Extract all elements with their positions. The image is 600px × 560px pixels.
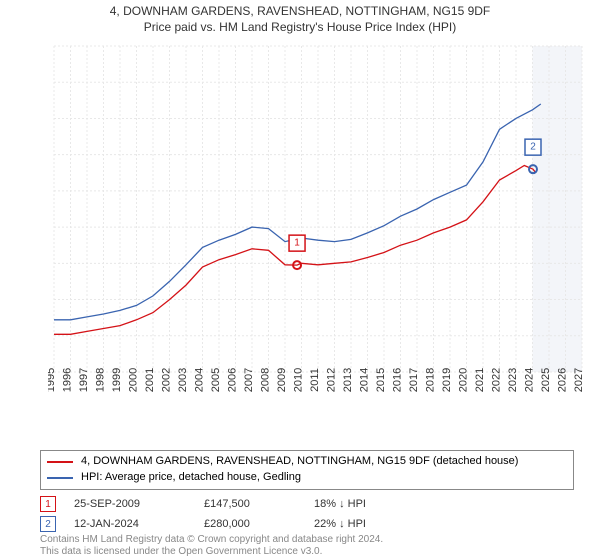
legend-label-subject: 4, DOWNHAM GARDENS, RAVENSHEAD, NOTTINGH… xyxy=(81,454,518,470)
sale-markers: 1 25-SEP-2009 £147,500 18% ↓ HPI 2 12-JA… xyxy=(40,492,560,532)
svg-text:1998: 1998 xyxy=(95,368,107,392)
svg-text:2: 2 xyxy=(530,142,536,153)
license-line-1: Contains HM Land Registry data © Crown c… xyxy=(40,534,383,546)
legend-row: 4, DOWNHAM GARDENS, RAVENSHEAD, NOTTINGH… xyxy=(47,454,567,470)
svg-text:2014: 2014 xyxy=(359,368,371,392)
svg-text:1: 1 xyxy=(294,238,300,249)
svg-text:2010: 2010 xyxy=(293,368,305,392)
sale-marker-price: £280,000 xyxy=(204,518,314,530)
svg-text:2016: 2016 xyxy=(392,368,404,392)
svg-text:2011: 2011 xyxy=(309,368,321,392)
svg-text:2020: 2020 xyxy=(458,368,470,392)
svg-text:2003: 2003 xyxy=(177,368,189,392)
svg-text:2025: 2025 xyxy=(540,368,552,392)
sale-marker-row: 2 12-JAN-2024 £280,000 22% ↓ HPI xyxy=(40,516,560,532)
sale-marker-diff: 18% ↓ HPI xyxy=(314,498,434,510)
svg-text:2027: 2027 xyxy=(573,368,585,392)
chart-title: 4, DOWNHAM GARDENS, RAVENSHEAD, NOTTINGH… xyxy=(0,4,600,20)
svg-text:2019: 2019 xyxy=(441,368,453,392)
svg-text:2004: 2004 xyxy=(194,368,206,392)
svg-text:2023: 2023 xyxy=(507,368,519,392)
svg-text:2018: 2018 xyxy=(425,368,437,392)
legend-label-hpi: HPI: Average price, detached house, Gedl… xyxy=(81,470,301,486)
legend: 4, DOWNHAM GARDENS, RAVENSHEAD, NOTTINGH… xyxy=(40,450,574,490)
svg-text:2017: 2017 xyxy=(408,368,420,392)
svg-text:2021: 2021 xyxy=(474,368,486,392)
svg-text:2015: 2015 xyxy=(375,368,387,392)
svg-text:2000: 2000 xyxy=(128,368,140,392)
sale-marker-price: £147,500 xyxy=(204,498,314,510)
svg-text:1997: 1997 xyxy=(78,368,90,392)
sale-marker-date: 12-JAN-2024 xyxy=(74,518,204,530)
svg-text:2022: 2022 xyxy=(491,368,503,392)
svg-text:2009: 2009 xyxy=(276,368,288,392)
sale-marker-row: 1 25-SEP-2009 £147,500 18% ↓ HPI xyxy=(40,496,560,512)
price-chart: £0£50K£100K£150K£200K£250K£300K£350K£400… xyxy=(48,42,588,416)
license-line-2: This data is licensed under the Open Gov… xyxy=(40,546,383,558)
license-text: Contains HM Land Registry data © Crown c… xyxy=(40,534,383,558)
svg-text:1999: 1999 xyxy=(111,368,123,392)
svg-text:2012: 2012 xyxy=(326,368,338,392)
svg-text:2024: 2024 xyxy=(524,368,536,392)
legend-row: HPI: Average price, detached house, Gedl… xyxy=(47,470,567,486)
svg-text:2006: 2006 xyxy=(227,368,239,392)
legend-swatch-subject xyxy=(47,461,73,463)
svg-text:1996: 1996 xyxy=(62,368,74,392)
chart-subtitle: Price paid vs. HM Land Registry's House … xyxy=(0,20,600,36)
svg-text:1995: 1995 xyxy=(48,368,57,392)
svg-text:2008: 2008 xyxy=(260,368,272,392)
svg-text:2013: 2013 xyxy=(342,368,354,392)
sale-marker-badge-2: 2 xyxy=(40,516,56,532)
sale-marker-badge-1: 1 xyxy=(40,496,56,512)
svg-text:2005: 2005 xyxy=(210,368,222,392)
chart-title-block: 4, DOWNHAM GARDENS, RAVENSHEAD, NOTTINGH… xyxy=(0,0,600,35)
sale-marker-date: 25-SEP-2009 xyxy=(74,498,204,510)
svg-text:2001: 2001 xyxy=(144,368,156,392)
svg-text:2002: 2002 xyxy=(161,368,173,392)
sale-marker-diff: 22% ↓ HPI xyxy=(314,518,434,530)
svg-text:2007: 2007 xyxy=(243,368,255,392)
svg-text:2026: 2026 xyxy=(557,368,569,392)
legend-swatch-hpi xyxy=(47,477,73,479)
